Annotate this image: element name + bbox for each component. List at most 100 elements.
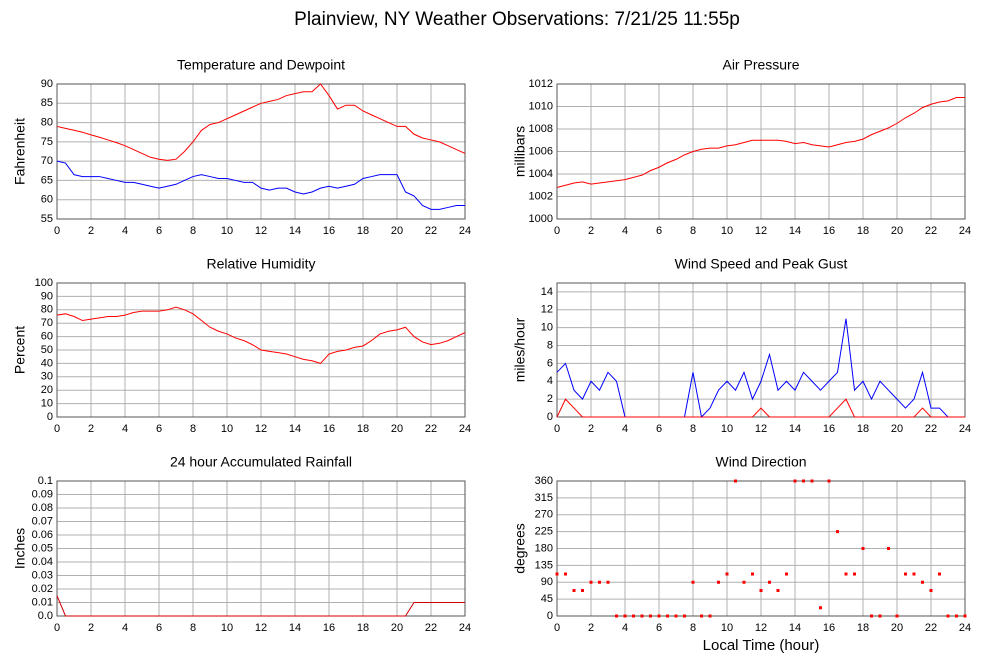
- data-point: [751, 572, 754, 576]
- data-point: [887, 547, 890, 550]
- x-tick-label: 16: [823, 225, 835, 237]
- x-tick-label: 12: [755, 225, 767, 237]
- data-point: [759, 589, 763, 592]
- y-tick-label: 85: [41, 97, 53, 109]
- panel-title: Air Pressure: [722, 57, 799, 73]
- y-tick-label: 0: [547, 610, 553, 622]
- y-tick-label: 135: [535, 559, 553, 571]
- x-tick-label: 2: [588, 423, 594, 435]
- x-tick-label: 22: [925, 622, 937, 634]
- y-tick-label: 65: [41, 174, 53, 186]
- y-tick-label: 315: [535, 492, 553, 504]
- data-line: [56, 83, 466, 161]
- y-tick-label: 0.01: [32, 596, 53, 608]
- x-tick-label: 16: [823, 423, 835, 435]
- y-tick-label: 0.1: [38, 475, 53, 487]
- y-tick-label: 270: [535, 509, 553, 521]
- y-tick-label: 80: [41, 116, 53, 128]
- y-tick-label: 0: [547, 411, 553, 423]
- x-tick-label: 2: [88, 423, 94, 435]
- x-tick-label: 20: [891, 225, 903, 237]
- x-tick-label: 14: [789, 423, 801, 435]
- x-tick-label: 0: [554, 423, 560, 435]
- data-line: [56, 306, 466, 364]
- y-tick-label: 0.0: [38, 610, 53, 622]
- x-tick-label: 20: [891, 622, 903, 634]
- data-point: [589, 580, 593, 584]
- data-point: [649, 614, 652, 618]
- data-point: [861, 547, 865, 550]
- y-tick-label: 70: [41, 317, 53, 329]
- y-tick-label: 70: [41, 155, 53, 167]
- y-tick-label: 10: [41, 398, 53, 410]
- y-tick-label: 50: [41, 344, 53, 356]
- y-tick-label: 2: [547, 393, 553, 405]
- data-point: [691, 580, 695, 584]
- x-tick-label: 12: [255, 423, 267, 435]
- y-tick-label: 75: [41, 136, 53, 148]
- y-tick-label: 225: [535, 526, 553, 538]
- y-tick-label: 20: [41, 384, 53, 396]
- x-tick-label: 10: [721, 225, 733, 237]
- panel-title: 24 hour Accumulated Rainfall: [170, 454, 352, 470]
- x-tick-label: 8: [690, 423, 696, 435]
- y-axis-label: Inches: [12, 528, 28, 569]
- x-tick-label: 18: [357, 225, 369, 237]
- x-tick-label: 10: [221, 622, 233, 634]
- x-tick-label: 14: [289, 423, 301, 435]
- data-line: [556, 97, 965, 188]
- data-point: [921, 580, 924, 584]
- y-tick-label: 0: [47, 411, 53, 423]
- plot-area: [56, 83, 466, 220]
- y-tick-label: 1006: [529, 145, 553, 157]
- data-point: [870, 614, 873, 618]
- data-point: [878, 614, 882, 618]
- data-point: [657, 614, 661, 618]
- y-tick-label: 45: [541, 593, 553, 605]
- y-tick-label: 1004: [529, 168, 553, 180]
- y-tick-label: 100: [35, 277, 53, 289]
- y-tick-label: 0.06: [32, 529, 53, 541]
- x-axis-label: Local Time (hour): [703, 637, 820, 654]
- y-axis-label: degrees: [512, 523, 528, 574]
- data-point: [955, 614, 958, 618]
- x-tick-label: 10: [221, 225, 233, 237]
- x-tick-label: 24: [459, 225, 471, 237]
- panel-title: Relative Humidity: [207, 256, 316, 272]
- data-point: [572, 589, 576, 592]
- x-tick-label: 12: [255, 622, 267, 634]
- x-tick-label: 6: [156, 423, 162, 435]
- data-point: [683, 614, 686, 618]
- x-tick-label: 6: [156, 622, 162, 634]
- data-point: [776, 589, 780, 592]
- y-tick-label: 8: [547, 339, 553, 351]
- x-tick-label: 24: [959, 423, 971, 435]
- x-tick-label: 18: [857, 225, 869, 237]
- data-line: [56, 160, 465, 210]
- plot-frame: [556, 83, 966, 220]
- data-point: [827, 479, 831, 483]
- plot-area: [556, 83, 966, 220]
- x-tick-label: 22: [425, 423, 437, 435]
- y-tick-label: 55: [41, 213, 53, 225]
- x-tick-label: 14: [789, 622, 801, 634]
- y-tick-label: 0.07: [32, 515, 53, 527]
- x-tick-label: 6: [656, 622, 662, 634]
- y-tick-label: 90: [41, 78, 53, 90]
- data-point: [802, 479, 805, 483]
- plot-area: [555, 479, 967, 618]
- x-tick-label: 4: [622, 622, 628, 634]
- y-tick-label: 6: [547, 357, 553, 369]
- data-point: [564, 572, 567, 576]
- x-tick-label: 8: [190, 622, 196, 634]
- x-tick-label: 16: [323, 622, 335, 634]
- data-point: [912, 572, 916, 576]
- y-axis-label: Percent: [12, 326, 28, 374]
- y-tick-label: 0.05: [32, 542, 53, 554]
- panel-title: Wind Speed and Peak Gust: [675, 256, 848, 272]
- y-tick-label: 180: [535, 542, 553, 554]
- panel-title: Wind Direction: [715, 454, 806, 470]
- x-tick-label: 10: [721, 423, 733, 435]
